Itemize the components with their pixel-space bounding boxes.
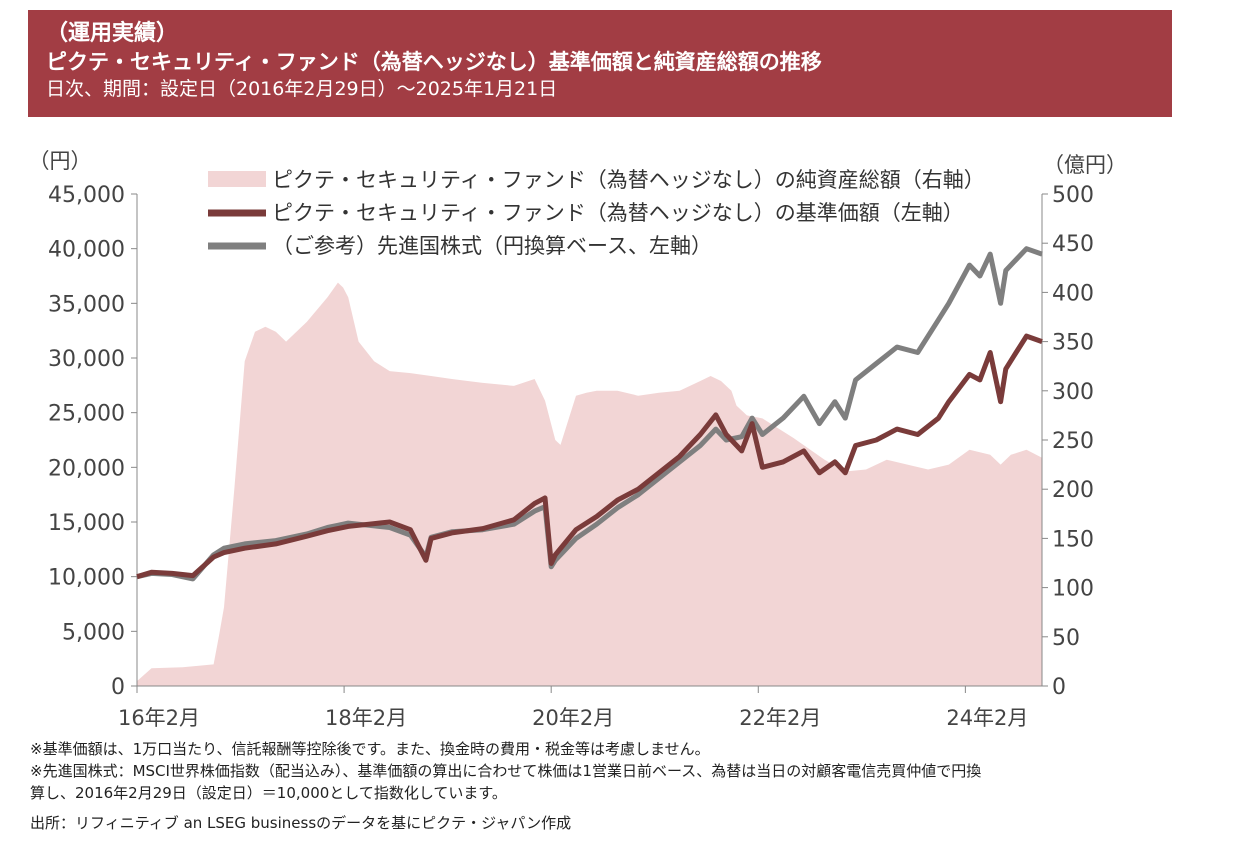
left-tick-label: 25,000 (48, 402, 125, 427)
line-layer (136, 246, 1043, 582)
left-axis-unit: （円） (29, 149, 92, 173)
left-tick-label: 5,000 (62, 620, 125, 645)
msci-line (136, 246, 1043, 582)
performance-chart: 0 5,000 10,000 15,000 20,000 25,000 30,000 35,0… (29, 149, 1128, 730)
aum-area-layer (137, 282, 1042, 686)
right-tick-label: 150 (1052, 527, 1094, 552)
x-tick-label: 16年2月 (118, 706, 200, 730)
source-note: 出所：リフィニティブ an LSEG businessのデータを基にピクテ・ジャ… (30, 814, 572, 832)
left-tick-label: 40,000 (48, 238, 125, 263)
aum-area (137, 282, 1042, 686)
legend-label-msci: （ご参考）先進国株式（円換算ベース、左軸） (272, 234, 712, 258)
left-tick-label: 35,000 (48, 292, 125, 317)
right-tick-label: 100 (1052, 577, 1094, 602)
left-tick-label: 45,000 (48, 183, 125, 208)
legend-swatch-aum (208, 171, 266, 187)
right-tick-label: 350 (1052, 331, 1094, 356)
right-tick-label: 200 (1052, 478, 1094, 503)
chart-header: （運用実績） ピクテ・セキュリティ・ファンド（為替ヘッジなし）基準価額と純資産総… (28, 10, 1172, 117)
axes-layer: 0 5,000 10,000 15,000 20,000 25,000 30,000 35,0… (29, 149, 1128, 730)
right-tick-label: 0 (1052, 675, 1066, 700)
left-tick-label: 10,000 (48, 566, 125, 591)
x-tick-label: 18年2月 (325, 706, 407, 730)
left-tick-label: 15,000 (48, 511, 125, 536)
left-tick-label: 20,000 (48, 456, 125, 481)
left-tick-label: 30,000 (48, 347, 125, 372)
right-tick-label: 450 (1052, 232, 1094, 257)
legend-label-nav: ピクテ・セキュリティ・ファンド（為替ヘッジなし）の基準価額（左軸） (272, 201, 964, 225)
right-tick-label: 50 (1052, 626, 1080, 651)
footnote-nav: ※基準価額は、1万口当たり、信託報酬等控除後です。また、換金時の費用・税金等は考… (30, 740, 710, 758)
x-tick-label: 24年2月 (946, 706, 1028, 730)
right-axis-unit: （億円） (1043, 153, 1127, 177)
header-section-label: （運用実績） (46, 21, 179, 46)
legend-label-aum: ピクテ・セキュリティ・ファンド（為替ヘッジなし）の純資産総額（右軸） (272, 168, 985, 192)
right-tick-label: 500 (1052, 183, 1094, 208)
x-tick-label: 22年2月 (739, 706, 821, 730)
footnotes: ※基準価額は、1万口当たり、信託報酬等控除後です。また、換金時の費用・税金等は考… (30, 738, 1230, 834)
right-tick-label: 250 (1052, 429, 1094, 454)
footnote-msci-2: 算し、2016年2月29日（設定日）＝10,000として指数化しています。 (30, 784, 507, 802)
chart-subtitle: 日次、期間：設定日（2016年2月29日）～2025年1月21日 (46, 78, 558, 100)
x-tick-label: 20年2月 (532, 706, 614, 730)
left-tick-label: 0 (111, 675, 125, 700)
right-tick-label: 400 (1052, 281, 1094, 306)
chart-title: ピクテ・セキュリティ・ファンド（為替ヘッジなし）基準価額と純資産総額の推移 (46, 50, 822, 74)
footnote-msci-1: ※先進国株式：MSCI世界株価指数（配当込み）、基準価額の算出に合わせて株価は1… (30, 762, 982, 780)
right-tick-label: 300 (1052, 380, 1094, 405)
nav-line (136, 333, 1043, 580)
legend: ピクテ・セキュリティ・ファンド（為替ヘッジなし）の純資産総額（右軸） ピクテ・セキ… (208, 168, 985, 258)
